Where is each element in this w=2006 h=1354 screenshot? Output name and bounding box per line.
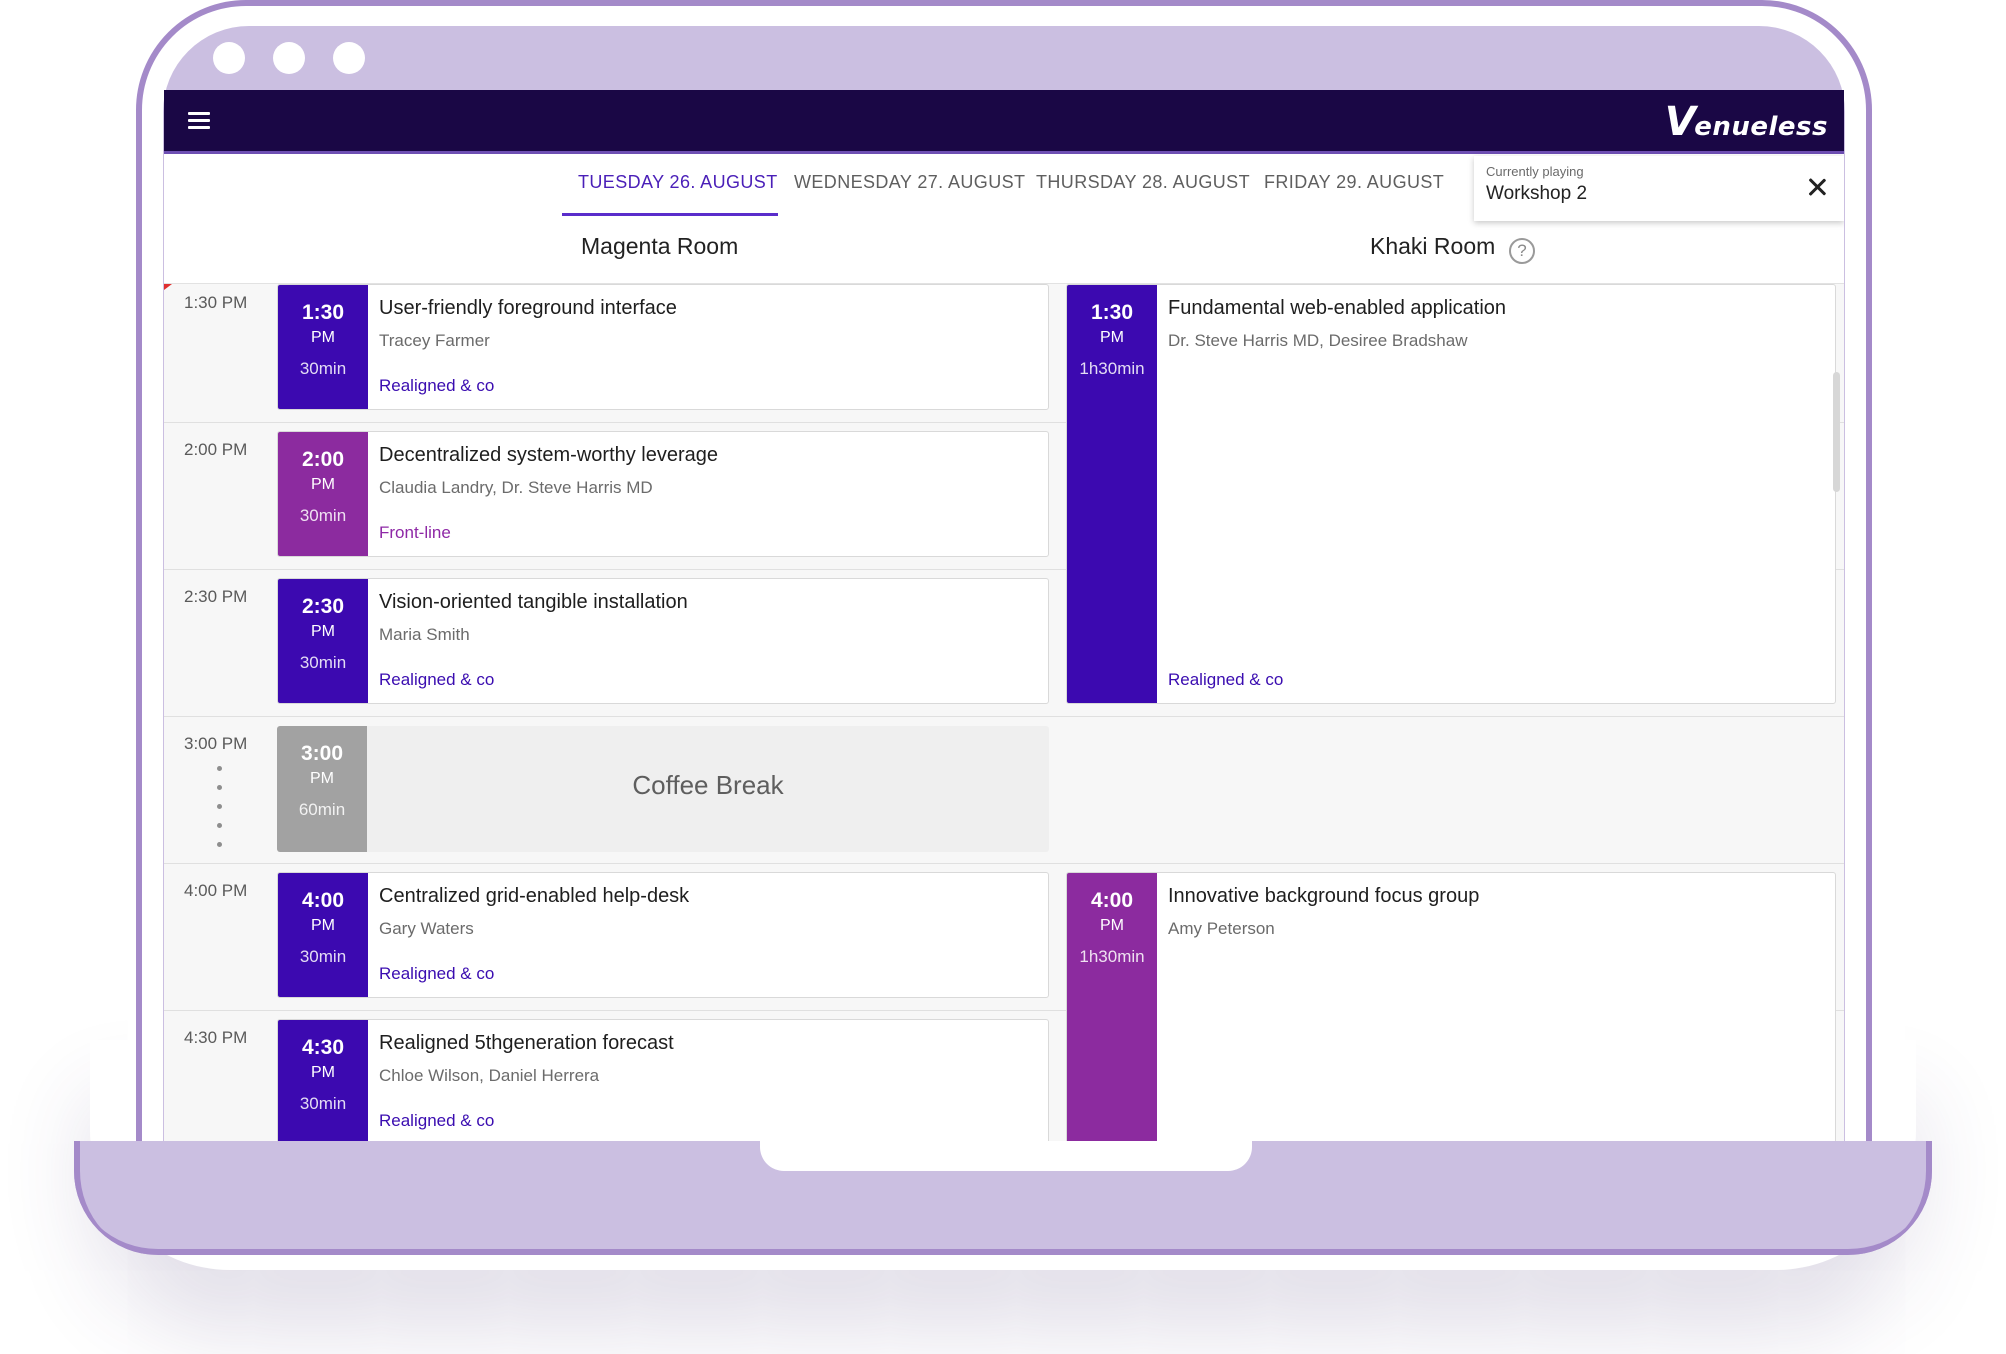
session-speakers: Gary Waters xyxy=(379,919,474,938)
window-dot-minimize[interactable] xyxy=(273,42,305,74)
session-start-time: 3:00 xyxy=(300,742,344,765)
session-ampm: PM xyxy=(310,770,334,787)
time-continuation-dots xyxy=(217,766,222,861)
session-start-time: 4:00 xyxy=(301,889,345,912)
session-track: Realigned & co xyxy=(379,964,495,983)
session-title: Decentralized system-worthy leverage xyxy=(379,444,719,466)
session-card[interactable]: 1:30 PM 30min User-friendly foreground i… xyxy=(277,284,1049,410)
current-time-marker xyxy=(164,284,172,290)
session-start-time: 2:30 xyxy=(301,595,345,618)
khaki-room-scrollbar[interactable] xyxy=(1833,372,1840,492)
session-ampm: PM xyxy=(1100,917,1124,934)
session-card[interactable]: 4:00 PM 30min Centralized grid-enabled h… xyxy=(277,872,1049,998)
session-start-time: 4:30 xyxy=(301,1036,345,1059)
row-divider xyxy=(164,422,1844,423)
header-divider xyxy=(164,283,1844,284)
session-card[interactable]: 4:30 PM 30min Realigned 5thgeneration fo… xyxy=(277,1019,1049,1141)
session-track: Front-line xyxy=(379,523,451,542)
session-duration: 30min xyxy=(299,947,347,966)
session-speakers: Chloe Wilson, Daniel Herrera xyxy=(379,1066,600,1085)
session-card[interactable]: 4:00 PM 1h30min Innovative background fo… xyxy=(1066,872,1836,1141)
session-duration: 30min xyxy=(299,1094,347,1113)
session-title: Realigned 5thgeneration forecast xyxy=(379,1032,674,1054)
session-title: User-friendly foreground interface xyxy=(379,297,677,319)
schedule-grid: 1:30 PM 2:00 PM 2:30 PM 3:00 PM 4:00 PM … xyxy=(164,284,1844,1141)
session-time-block: 4:00 PM 1h30min xyxy=(1067,873,1157,1141)
time-label: 4:30 PM xyxy=(184,1028,248,1047)
session-title: Vision-oriented tangible installation xyxy=(379,591,688,613)
session-card[interactable]: 2:00 PM 30min Decentralized system-worth… xyxy=(277,431,1049,557)
coffee-break-card[interactable]: 3:00 PM 60min Coffee Break xyxy=(277,726,1049,852)
logo-initial: V xyxy=(1664,99,1697,145)
now-playing-panel[interactable]: Currently playing Workshop 2 xyxy=(1474,156,1844,221)
coffee-break-title: Coffee Break xyxy=(632,770,784,800)
tab-day-friday[interactable]: FRIDAY 29. AUGUST xyxy=(1264,172,1445,192)
session-track: Realigned & co xyxy=(379,376,495,395)
session-time-block: 4:00 PM 30min xyxy=(278,873,368,997)
row-divider xyxy=(164,569,1844,570)
session-ampm: PM xyxy=(311,1064,335,1081)
tab-day-tuesday[interactable]: TUESDAY 26. AUGUST xyxy=(578,172,778,192)
session-duration: 30min xyxy=(299,653,347,672)
now-playing-title: Workshop 2 xyxy=(1486,183,1588,204)
time-label: 2:30 PM xyxy=(184,587,248,606)
active-tab-indicator xyxy=(562,213,778,216)
hamburger-menu-icon[interactable] xyxy=(188,112,210,130)
logo-text: enueless xyxy=(1694,112,1828,142)
session-card[interactable]: 1:30 PM 1h30min Fundamental web-enabled … xyxy=(1066,284,1836,704)
session-title: Centralized grid-enabled help-desk xyxy=(379,885,690,907)
row-divider xyxy=(164,716,1844,717)
room-header-khaki: Khaki Room xyxy=(1370,233,1496,259)
session-track: Realigned & co xyxy=(379,1111,495,1130)
session-start-time: 1:30 xyxy=(1090,301,1134,324)
session-time-block: 2:30 PM 30min xyxy=(278,579,368,703)
session-duration: 30min xyxy=(299,359,347,378)
time-label: 1:30 PM xyxy=(184,293,248,312)
session-speakers: Tracey Farmer xyxy=(379,331,490,350)
time-label: 2:00 PM xyxy=(184,440,248,459)
session-title: Fundamental web-enabled application xyxy=(1168,297,1507,319)
window-dot-maximize[interactable] xyxy=(333,42,365,74)
session-track: Realigned & co xyxy=(1168,670,1284,689)
session-title: Innovative background focus group xyxy=(1168,885,1480,907)
help-icon[interactable]: ? xyxy=(1509,238,1535,264)
row-divider xyxy=(164,1010,1844,1011)
time-label: 4:00 PM xyxy=(184,881,248,900)
session-ampm: PM xyxy=(311,476,335,493)
close-icon[interactable] xyxy=(1806,176,1828,198)
session-ampm: PM xyxy=(311,917,335,934)
tab-day-wednesday[interactable]: WEDNESDAY 27. AUGUST xyxy=(794,172,1026,192)
session-start-time: 4:00 xyxy=(1090,889,1134,912)
session-track: Realigned & co xyxy=(379,670,495,689)
session-speakers: Maria Smith xyxy=(379,625,470,644)
session-duration: 1h30min xyxy=(1079,359,1145,378)
time-label: 3:00 PM xyxy=(184,734,248,753)
window-dot-close[interactable] xyxy=(213,42,245,74)
session-speakers: Amy Peterson xyxy=(1168,919,1275,938)
session-duration: 30min xyxy=(299,506,347,525)
session-card[interactable]: 2:30 PM 30min Vision-oriented tangible i… xyxy=(277,578,1049,704)
session-time-block: 2:00 PM 30min xyxy=(278,432,368,556)
tab-day-thursday[interactable]: THURSDAY 28. AUGUST xyxy=(1036,172,1250,192)
session-ampm: PM xyxy=(311,329,335,346)
session-ampm: PM xyxy=(311,623,335,640)
row-divider xyxy=(164,863,1844,864)
now-playing-label: Currently playing xyxy=(1486,164,1584,179)
session-duration: 60min xyxy=(298,800,346,819)
session-time-block: 4:30 PM 30min xyxy=(278,1020,368,1141)
session-speakers: Dr. Steve Harris MD, Desiree Bradshaw xyxy=(1168,331,1468,350)
device-notch xyxy=(760,1141,1252,1171)
session-ampm: PM xyxy=(1100,329,1124,346)
session-time-block: 1:30 PM 1h30min xyxy=(1067,285,1157,703)
session-time-block: 3:00 PM 60min xyxy=(277,726,367,852)
session-duration: 1h30min xyxy=(1079,947,1145,966)
session-start-time: 1:30 xyxy=(301,301,345,324)
room-header-magenta: Magenta Room xyxy=(581,233,739,259)
session-start-time: 2:00 xyxy=(301,448,345,471)
session-speakers: Claudia Landry, Dr. Steve Harris MD xyxy=(379,478,653,497)
session-time-block: 1:30 PM 30min xyxy=(278,285,368,409)
